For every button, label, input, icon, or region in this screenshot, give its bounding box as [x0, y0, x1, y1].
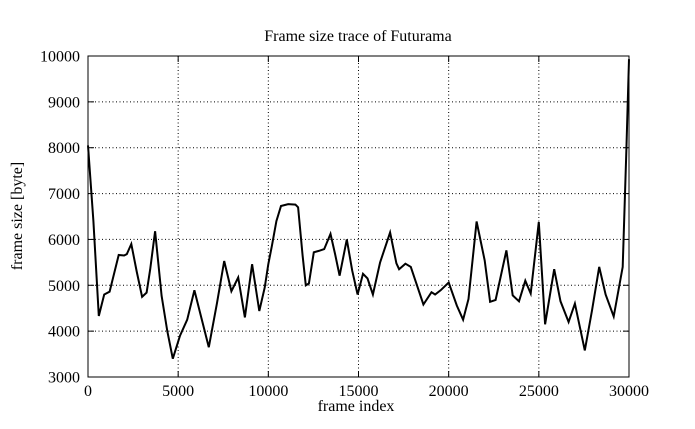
plot-border: [87, 55, 630, 378]
y-tick-label: 3000: [48, 370, 80, 387]
frame-size-series-line: [87, 59, 630, 359]
x-tick-label: 25000: [519, 383, 559, 400]
y-tick-label: 6000: [48, 232, 80, 249]
x-tick-label: 0: [84, 383, 92, 400]
y-tick-label: 9000: [48, 94, 80, 111]
y-axis-label: frame size [byte]: [9, 162, 26, 270]
x-tick-label: 10000: [248, 383, 288, 400]
x-tick-labels: 0 5000 10000 15000 20000 25000 30000: [84, 383, 649, 400]
y-tick-label: 7000: [48, 186, 80, 203]
x-tick-label: 5000: [162, 383, 194, 400]
y-tick-labels: 3000 4000 5000 6000 7000 8000 9000 10000: [40, 49, 80, 387]
x-tick-label: 30000: [609, 383, 649, 400]
x-tick-label: 20000: [429, 383, 469, 400]
x-tick-label: 15000: [339, 383, 379, 400]
axis-tick-marks: [87, 55, 630, 378]
y-tick-label: 5000: [48, 278, 80, 295]
y-tick-label: 8000: [48, 140, 80, 157]
x-axis-label: frame index: [318, 398, 395, 415]
y-tick-label: 10000: [40, 49, 80, 66]
y-tick-label: 4000: [48, 324, 80, 341]
chart-title: Frame size trace of Futurama: [264, 28, 451, 45]
grid-lines: [88, 56, 629, 377]
